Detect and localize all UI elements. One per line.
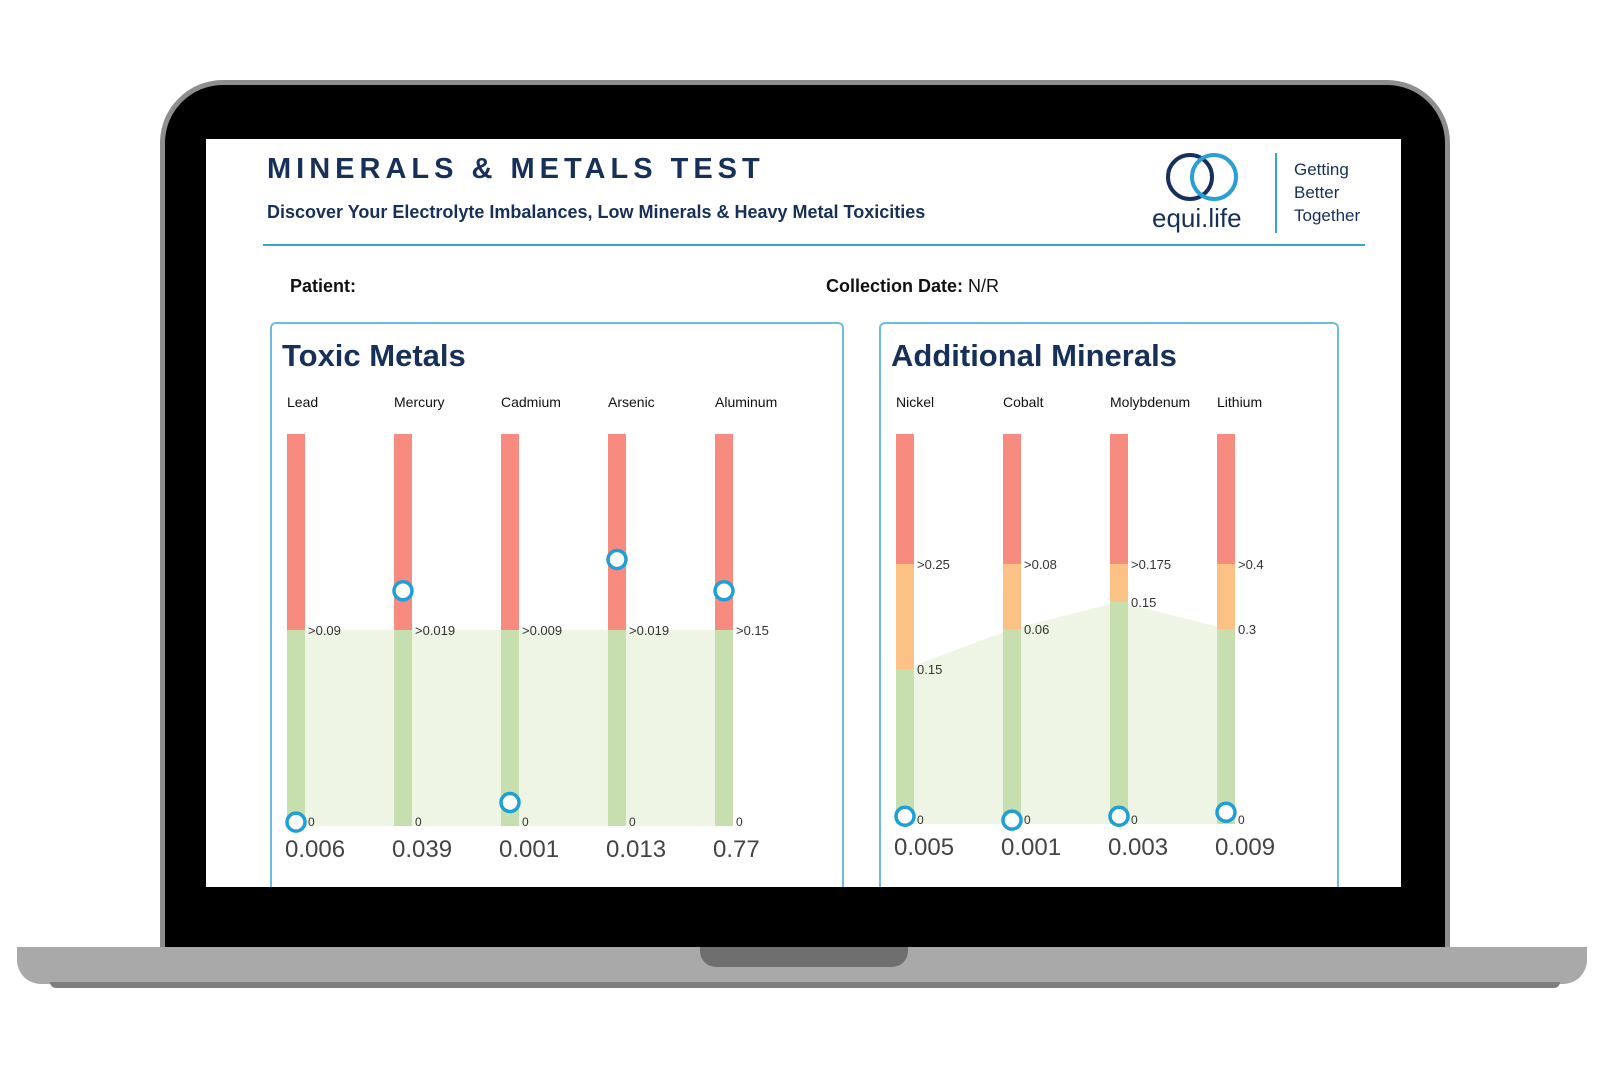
normal-range-segment xyxy=(1110,602,1128,824)
high-range-segment xyxy=(1110,434,1128,564)
laptop-screen: MINERALS & METALS TEST Discover Your Ele… xyxy=(206,139,1401,887)
upper-limit-label: >0.09 xyxy=(308,623,341,638)
category-label: Cadmium xyxy=(501,394,561,410)
rings-logo-icon xyxy=(1166,153,1238,201)
toxic-metals-panel: Toxic Metals Lead >0.09 0 0.006 Mercury >0.01… xyxy=(270,322,844,887)
result-value: 0.006 xyxy=(285,836,345,863)
borderline-range-segment xyxy=(1003,564,1021,629)
laptop-base-shadow xyxy=(50,982,1560,988)
collection-date-label: Collection Date: xyxy=(826,276,964,296)
mid-limit-label: 0.3 xyxy=(1238,622,1256,637)
result-marker xyxy=(1215,801,1237,824)
result-marker xyxy=(713,580,735,602)
zero-label: 0 xyxy=(1131,813,1138,827)
result-value: 0.013 xyxy=(606,836,666,863)
normal-range-segment xyxy=(1003,629,1021,824)
additional-minerals-panel: Additional Minerals Nickel >0.25 0.15 0 0.00… xyxy=(879,322,1339,887)
result-marker xyxy=(392,580,414,602)
toxic-metals-chart: Lead >0.09 0 0.006 Mercury >0.019 0 0.039 Cadmiu… xyxy=(285,394,777,863)
zero-label: 0 xyxy=(1238,813,1245,827)
normal-range-segment xyxy=(287,630,305,826)
zero-label: 0 xyxy=(308,815,315,829)
tagline-line: Getting xyxy=(1294,160,1349,179)
upper-limit-label: >0.009 xyxy=(522,623,562,638)
upper-limit-label: >0.25 xyxy=(917,557,950,572)
high-range-segment xyxy=(608,434,626,630)
normal-range-segment xyxy=(715,630,733,826)
mid-limit-label: 0.15 xyxy=(1131,595,1156,610)
mid-limit-label: 0.15 xyxy=(917,662,942,677)
category-label: Mercury xyxy=(394,394,445,410)
result-value: 0.77 xyxy=(713,836,760,863)
high-range-segment xyxy=(896,434,914,564)
result-marker xyxy=(285,811,307,833)
high-range-segment xyxy=(1217,434,1235,564)
additional-minerals-title: Additional Minerals xyxy=(891,338,1177,373)
result-marker xyxy=(499,791,521,814)
collection-date-value: N/R xyxy=(968,276,1000,296)
upper-limit-label: >0.08 xyxy=(1024,557,1057,572)
normal-range-area xyxy=(905,602,1226,824)
category-label: Aluminum xyxy=(715,394,777,410)
patient-label: Patient: xyxy=(290,276,356,297)
high-range-segment xyxy=(715,434,733,630)
upper-limit-label: >0.15 xyxy=(736,623,769,638)
category-label: Nickel xyxy=(896,394,934,410)
result-marker xyxy=(1108,805,1130,827)
upper-limit-label: >0.019 xyxy=(629,623,669,638)
result-value: 0.005 xyxy=(894,834,954,861)
toxic-metals-title: Toxic Metals xyxy=(282,338,466,373)
category-label: Lithium xyxy=(1217,394,1262,410)
upper-limit-label: >0.4 xyxy=(1238,557,1264,572)
brand-name: equi.life xyxy=(1152,203,1242,233)
zero-label: 0 xyxy=(917,813,924,827)
zero-label: 0 xyxy=(1024,813,1031,827)
page-title: MINERALS & METALS TEST xyxy=(267,153,765,185)
high-range-segment xyxy=(287,434,305,630)
brand-tagline: Getting Better Together xyxy=(1294,158,1360,227)
upper-limit-label: >0.175 xyxy=(1131,557,1171,572)
tagline-line: Together xyxy=(1294,206,1361,225)
laptop-notch xyxy=(700,947,908,967)
normal-range-segment xyxy=(1217,629,1235,824)
upper-limit-label: >0.019 xyxy=(415,623,455,638)
logo-divider xyxy=(1275,153,1277,233)
borderline-range-segment xyxy=(1217,564,1235,629)
patient-label-text: Patient: xyxy=(290,276,357,296)
result-marker xyxy=(894,805,916,827)
high-range-segment xyxy=(501,434,519,630)
header-divider xyxy=(263,244,1365,246)
normal-range-segment xyxy=(501,630,519,826)
category-label: Arsenic xyxy=(608,394,655,410)
high-range-segment xyxy=(1003,434,1021,564)
result-value: 0.039 xyxy=(392,836,452,863)
high-range-segment xyxy=(394,434,412,630)
result-marker xyxy=(1001,809,1023,831)
page-subtitle: Discover Your Electrolyte Imbalances, Lo… xyxy=(267,202,926,222)
result-value: 0.001 xyxy=(1001,834,1061,861)
zero-label: 0 xyxy=(415,815,422,829)
result-value: 0.009 xyxy=(1215,834,1275,861)
normal-range-segment xyxy=(394,630,412,826)
category-label: Molybdenum xyxy=(1110,394,1190,410)
mid-limit-label: 0.06 xyxy=(1024,622,1049,637)
zero-label: 0 xyxy=(629,815,636,829)
borderline-range-segment xyxy=(896,564,914,669)
borderline-range-segment xyxy=(1110,564,1128,602)
result-marker xyxy=(606,548,628,571)
category-label: Lead xyxy=(287,394,318,410)
result-value: 0.003 xyxy=(1108,834,1168,861)
category-label: Cobalt xyxy=(1003,394,1044,410)
normal-range-segment xyxy=(896,669,914,824)
zero-label: 0 xyxy=(736,815,743,829)
result-value: 0.001 xyxy=(499,836,559,863)
additional-minerals-chart: Nickel >0.25 0.15 0 0.005 Cobalt >0.08 0.06 0 0.0… xyxy=(894,394,1275,861)
zero-label: 0 xyxy=(522,815,529,829)
tagline-line: Better xyxy=(1294,183,1340,202)
collection-date: Collection Date: N/R xyxy=(826,276,999,297)
normal-range-segment xyxy=(608,630,626,826)
